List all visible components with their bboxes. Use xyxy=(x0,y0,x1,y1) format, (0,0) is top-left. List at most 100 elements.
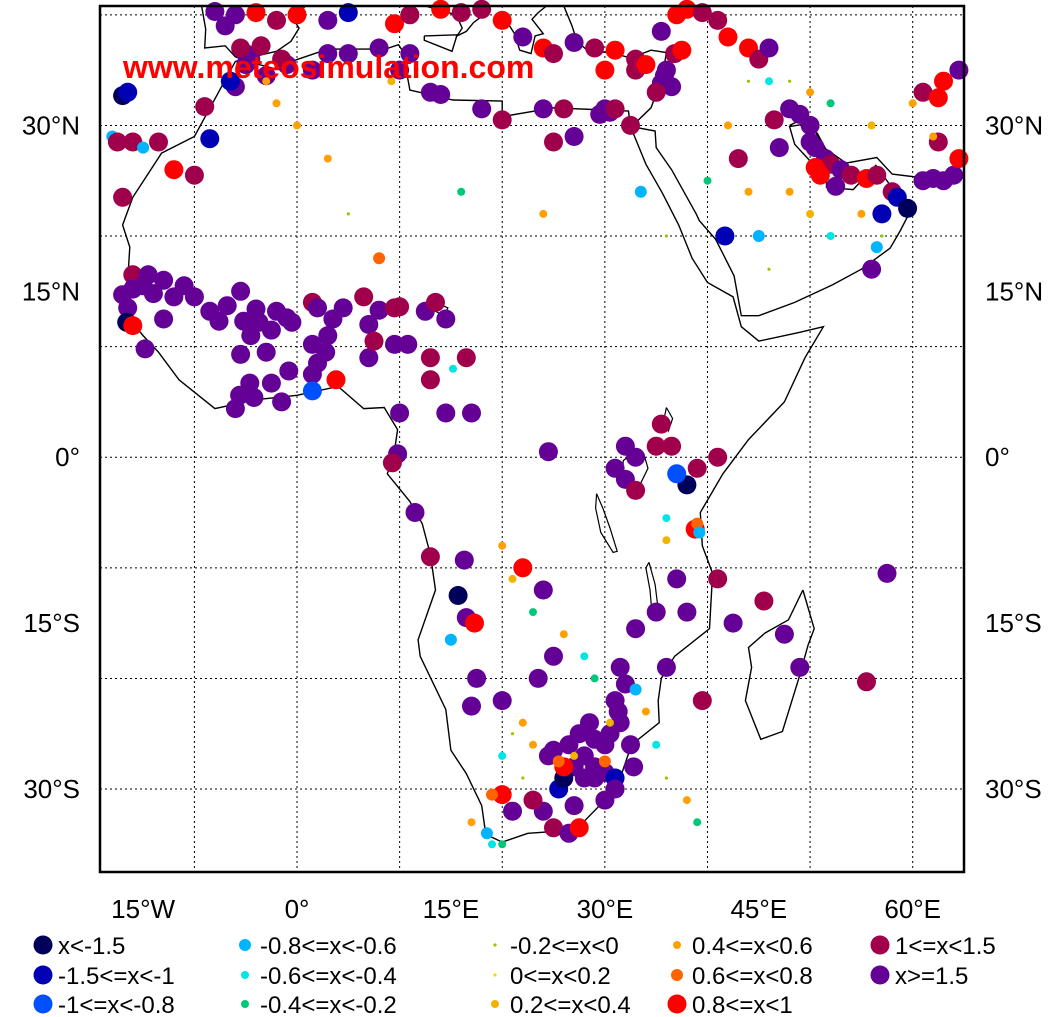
station-marker xyxy=(682,796,691,805)
station-marker xyxy=(646,602,666,622)
station-marker xyxy=(523,790,543,810)
station-marker xyxy=(467,818,476,827)
station-marker xyxy=(267,10,286,30)
station-marker xyxy=(564,796,584,816)
station-marker xyxy=(528,668,548,688)
station-marker xyxy=(641,707,650,716)
station-marker xyxy=(810,165,830,185)
legend-swatch xyxy=(241,971,249,979)
station-marker xyxy=(544,818,563,838)
station-marker xyxy=(898,198,918,218)
legend-label: -1<=x<-0.8 xyxy=(58,992,175,1017)
station-marker xyxy=(636,55,656,75)
station-marker xyxy=(880,234,884,238)
station-marker xyxy=(913,82,933,102)
station-marker xyxy=(559,630,568,639)
legend-swatch xyxy=(239,939,251,951)
station-marker xyxy=(708,569,728,589)
station-marker xyxy=(692,691,712,711)
lon-tick-label: 15°E xyxy=(423,894,480,924)
station-marker xyxy=(118,298,138,318)
station-marker xyxy=(282,312,302,332)
station-marker xyxy=(826,176,846,196)
station-marker xyxy=(949,60,969,80)
station-marker xyxy=(164,160,184,180)
station-marker xyxy=(687,458,707,478)
legend-swatch xyxy=(493,943,497,947)
station-marker xyxy=(302,364,322,384)
axis-ticks: 15°W 0° 15°E 30°E 45°E 60°E 30°N 30°N 15°N 15°N 0°… xyxy=(22,110,1043,924)
station-marker xyxy=(718,27,738,47)
station-marker xyxy=(703,176,712,185)
station-marker xyxy=(595,790,615,810)
lat-tick-label-right: 15°N xyxy=(985,276,1043,306)
legend-label: -1.5<=x<-1 xyxy=(58,963,175,990)
station-marker xyxy=(656,60,676,80)
station-marker xyxy=(662,536,671,545)
station-marker xyxy=(513,558,533,578)
coastline-segment xyxy=(423,34,459,53)
legend-label: -0.2<=x<0 xyxy=(510,933,619,960)
station-marker xyxy=(220,71,240,91)
station-marker xyxy=(774,624,794,644)
station-marker xyxy=(606,718,614,727)
station-marker xyxy=(554,99,574,119)
station-marker xyxy=(767,267,771,271)
station-marker xyxy=(498,751,507,760)
station-marker xyxy=(354,287,374,307)
station-marker xyxy=(480,827,493,840)
station-marker xyxy=(723,613,743,633)
station-marker xyxy=(420,547,440,567)
station-marker xyxy=(398,334,418,354)
station-marker xyxy=(529,740,537,749)
legend-swatch xyxy=(33,935,53,955)
station-marker xyxy=(472,99,492,119)
station-marker xyxy=(539,209,548,218)
station-marker xyxy=(462,696,481,716)
coastline-segment xyxy=(119,43,825,843)
station-marker xyxy=(715,226,735,246)
station-marker xyxy=(672,40,692,60)
legend-swatch xyxy=(673,941,681,949)
station-marker xyxy=(664,234,669,238)
legend-label: 0<=x<0.2 xyxy=(510,963,611,990)
station-marker xyxy=(605,40,625,60)
station-marker xyxy=(785,187,794,196)
station-marker xyxy=(382,453,402,473)
station-marker xyxy=(764,110,784,130)
station-marker xyxy=(544,132,563,152)
legend-label: 0.2<=x<0.4 xyxy=(510,992,631,1017)
station-marker xyxy=(359,315,379,334)
station-marker xyxy=(769,138,789,158)
station-marker xyxy=(590,674,599,683)
station-marker xyxy=(521,776,525,780)
station-marker xyxy=(256,342,276,362)
station-marker xyxy=(318,10,338,30)
station-marker xyxy=(621,735,640,755)
station-marker xyxy=(656,657,676,677)
lon-tick-label: 60°E xyxy=(884,894,941,924)
station-marker xyxy=(318,44,338,64)
station-marker xyxy=(693,818,702,827)
station-marker xyxy=(385,334,404,354)
station-marker xyxy=(293,121,301,130)
lat-tick-label-right: 0° xyxy=(985,442,1010,472)
station-marker xyxy=(552,755,565,768)
station-marker xyxy=(200,129,220,149)
station-marker xyxy=(472,0,492,19)
station-marker xyxy=(444,633,457,646)
station-marker xyxy=(279,361,299,381)
station-marker xyxy=(465,613,484,633)
station-marker xyxy=(215,16,235,36)
station-marker xyxy=(826,232,835,240)
station-marker xyxy=(857,672,876,692)
station-marker xyxy=(605,458,625,478)
station-marker xyxy=(667,569,687,589)
legend-swatch xyxy=(870,965,890,985)
legend-label: x>=1.5 xyxy=(895,963,968,990)
station-marker xyxy=(400,44,420,64)
station-marker xyxy=(451,3,471,23)
station-marker xyxy=(590,104,610,124)
station-marker xyxy=(664,776,669,780)
legend-label: x<-1.5 xyxy=(58,933,125,960)
